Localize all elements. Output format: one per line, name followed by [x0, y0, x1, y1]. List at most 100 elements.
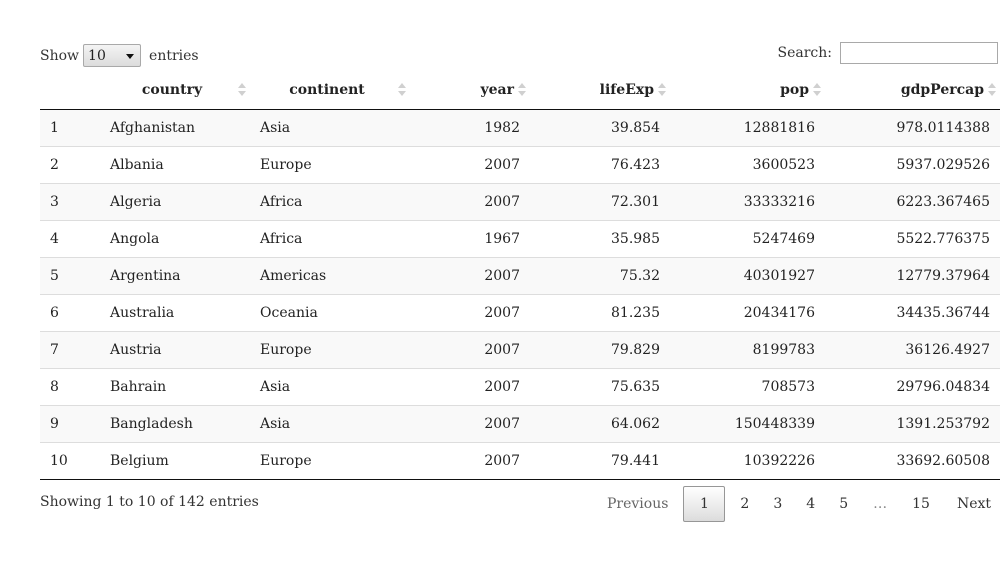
search-control: Search:	[777, 42, 998, 64]
cell-pop: 3600523	[670, 145, 825, 183]
table-row: 6 Australia Oceania 2007 81.235 20434176 34435…	[40, 293, 1000, 331]
cell-pop: 8199783	[670, 330, 825, 368]
cell-pop: 5247469	[670, 219, 825, 257]
cell-country: Bahrain	[100, 367, 250, 405]
cell-lifeExp: 75.635	[530, 367, 670, 405]
cell-gdpPercap: 34435.36744	[825, 293, 1000, 331]
column-header-lifeExp[interactable]: lifeExp	[530, 72, 670, 110]
pagination-ellipsis: …	[873, 496, 888, 512]
cell-country: Algeria	[100, 182, 250, 220]
page-button-15[interactable]: 15	[912, 496, 930, 512]
entries-length-value: 10	[88, 47, 106, 64]
cell-gdpPercap: 978.0114388	[896, 119, 990, 136]
search-label: Search:	[777, 45, 833, 61]
cell-lifeExp: 75.32	[530, 256, 670, 294]
cell-gdpPercap: 12779.37964	[825, 256, 1000, 294]
sort-both-icon	[238, 83, 246, 97]
pagination: Previous 1 2 3 4 5 … 15 Next	[592, 486, 1000, 522]
cell-country: Argentina	[100, 256, 250, 294]
column-header-pop[interactable]: pop	[670, 72, 825, 110]
cell-continent: Europe	[250, 330, 410, 368]
table-row: 9 Bangladesh Asia 2007 64.062 150448339 1391.2…	[40, 404, 1000, 442]
column-header-label: lifeExp	[599, 82, 654, 99]
column-header-index	[40, 72, 100, 110]
table-header-row: country continent year lifeExp pop gdpPercap	[40, 72, 1000, 110]
cell-lifeExp: 79.441	[530, 441, 670, 480]
cell-country: Austria	[100, 330, 250, 368]
cell-pop: 708573	[670, 367, 825, 405]
cell-row-index: 9	[40, 404, 100, 442]
dropdown-arrow-icon	[126, 54, 135, 59]
cell-gdpPercap: 1391.253792	[825, 404, 1000, 442]
cell-country: Albania	[100, 145, 250, 183]
table-body: 1 Afghanistan Asia 1982 39.854 12881816 978.01…	[40, 109, 1000, 480]
cell-gdpPercap: 5937.029526	[825, 145, 1000, 183]
column-header-label: country	[141, 82, 203, 99]
cell-continent: Africa	[250, 182, 410, 220]
entries-length-select[interactable]: 10	[83, 44, 142, 67]
previous-page-button[interactable]: Previous	[607, 496, 669, 512]
page-button-1[interactable]: 1	[683, 486, 726, 522]
column-header-label: pop	[780, 82, 809, 99]
page-button-2[interactable]: 2	[740, 496, 750, 512]
column-header-year[interactable]: year	[410, 72, 530, 110]
column-header-continent[interactable]: continent	[250, 72, 410, 110]
table-row: 7 Austria Europe 2007 79.829 8199783 36126.492…	[40, 330, 1000, 368]
table-info: Showing 1 to 10 of 142 entries	[40, 494, 259, 510]
entries-label: entries	[149, 47, 199, 64]
cell-row-index: 1	[50, 119, 59, 136]
cell-country: Afghanistan	[110, 119, 196, 136]
cell-row-index: 6	[40, 293, 100, 331]
cell-pop: 33333216	[670, 182, 825, 220]
cell-year: 2007	[410, 256, 530, 294]
page-button-3[interactable]: 3	[773, 496, 783, 512]
datatable-wrapper: Show 10 entries Search: country continent…	[40, 0, 1000, 580]
column-header-label: year	[480, 82, 515, 99]
cell-continent: Americas	[250, 256, 410, 294]
table-row: 5 Argentina Americas 2007 75.32 40301927 12779…	[40, 256, 1000, 294]
cell-year: 2007	[410, 145, 530, 183]
table-row: 2 Albania Europe 2007 76.423 3600523 5937.0295…	[40, 145, 1000, 183]
search-input[interactable]	[840, 42, 998, 64]
cell-gdpPercap: 5522.776375	[825, 219, 1000, 257]
sort-both-icon	[398, 83, 406, 97]
cell-year: 2007	[410, 182, 530, 220]
cell-country: Belgium	[100, 441, 250, 480]
cell-gdpPercap: 29796.04834	[825, 367, 1000, 405]
cell-continent: Asia	[250, 367, 410, 405]
cell-pop: 20434176	[670, 293, 825, 331]
data-table: country continent year lifeExp pop gdpPercap …	[40, 72, 1000, 480]
sort-both-icon	[518, 83, 526, 97]
cell-gdpPercap: 33692.60508	[825, 441, 1000, 480]
cell-year: 2007	[410, 367, 530, 405]
sort-both-icon	[658, 83, 666, 97]
cell-continent: Europe	[250, 145, 410, 183]
cell-row-index: 7	[40, 330, 100, 368]
cell-year: 2007	[410, 293, 530, 331]
cell-continent: Oceania	[250, 293, 410, 331]
cell-country: Bangladesh	[100, 404, 250, 442]
cell-row-index: 4	[40, 219, 100, 257]
column-header-label: gdpPercap	[900, 82, 984, 99]
page-button-5[interactable]: 5	[839, 496, 849, 512]
cell-continent: Europe	[250, 441, 410, 480]
cell-pop: 12881816	[743, 119, 815, 136]
cell-year: 2007	[410, 330, 530, 368]
cell-year: 1967	[410, 219, 530, 257]
cell-lifeExp: 35.985	[530, 219, 670, 257]
cell-year: 1982	[484, 119, 520, 136]
cell-row-index: 2	[40, 145, 100, 183]
cell-lifeExp: 39.854	[611, 119, 660, 136]
cell-year: 2007	[410, 404, 530, 442]
table-row: 10 Belgium Europe 2007 79.441 10392226 33692.6…	[40, 441, 1000, 480]
page-button-4[interactable]: 4	[806, 496, 816, 512]
cell-country: Angola	[100, 219, 250, 257]
column-header-country[interactable]: country	[100, 72, 250, 110]
table-row: 8 Bahrain Asia 2007 75.635 708573 29796.04834	[40, 367, 1000, 405]
column-header-gdpPercap[interactable]: gdpPercap	[825, 72, 1000, 110]
cell-pop: 40301927	[670, 256, 825, 294]
column-header-label: continent	[289, 82, 365, 99]
cell-row-index: 3	[40, 182, 100, 220]
cell-lifeExp: 64.062	[530, 404, 670, 442]
next-page-button[interactable]: Next	[956, 496, 991, 512]
